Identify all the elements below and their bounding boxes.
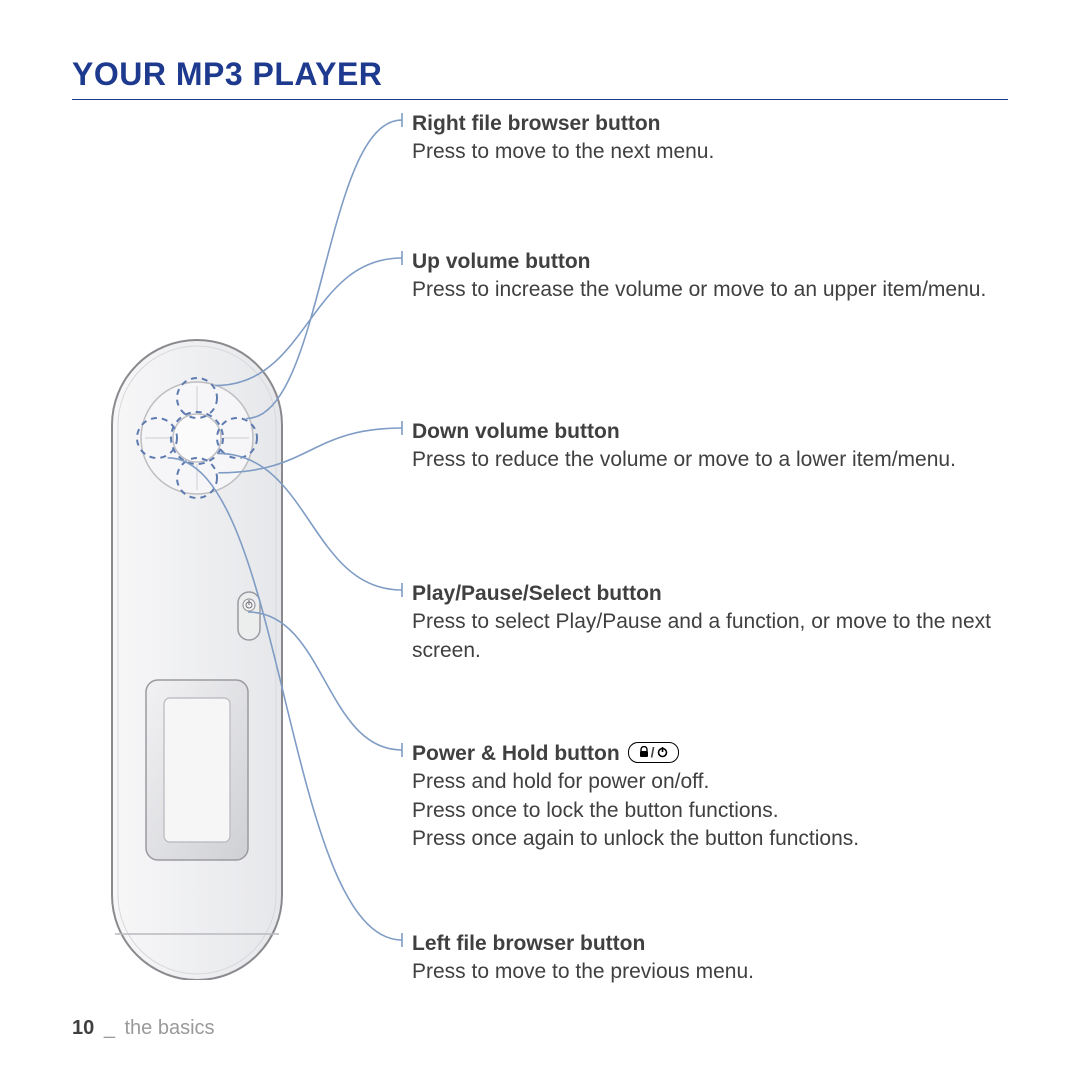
callout-play: Play/Pause/Select buttonPress to select … — [412, 580, 1002, 665]
callout-title: Right file browser button — [412, 110, 714, 138]
callout-title: Left file browser button — [412, 930, 754, 958]
callout-dnvol: Down volume buttonPress to reduce the vo… — [412, 418, 956, 475]
page-number: 10 — [72, 1017, 94, 1039]
callout-title: Down volume button — [412, 418, 956, 446]
footer-separator: _ — [104, 1017, 115, 1039]
callout-desc: Press to increase the volume or move to … — [412, 276, 986, 304]
callout-power: Power & Hold button/Press and hold for p… — [412, 740, 859, 853]
page-footer: 10 _ the basics — [72, 1017, 215, 1040]
content-area: Right file browser buttonPress to move t… — [72, 100, 1008, 980]
callout-right: Right file browser buttonPress to move t… — [412, 110, 714, 167]
section-name: the basics — [125, 1017, 215, 1039]
callout-left: Left file browser buttonPress to move to… — [412, 930, 754, 987]
page-title: YOUR MP3 PLAYER — [72, 56, 1008, 93]
callout-desc: Press and hold for power on/off. Press o… — [412, 768, 859, 853]
callout-title: Up volume button — [412, 248, 986, 276]
callout-desc: Press to move to the previous menu. — [412, 958, 754, 986]
lock-power-icon: / — [628, 742, 679, 764]
callout-title: Power & Hold button/ — [412, 740, 859, 768]
callout-desc: Press to select Play/Pause and a functio… — [412, 608, 1002, 665]
callout-desc: Press to move to the next menu. — [412, 138, 714, 166]
callout-desc: Press to reduce the volume or move to a … — [412, 446, 956, 474]
callout-title: Play/Pause/Select button — [412, 580, 1002, 608]
callout-upvol: Up volume buttonPress to increase the vo… — [412, 248, 986, 305]
